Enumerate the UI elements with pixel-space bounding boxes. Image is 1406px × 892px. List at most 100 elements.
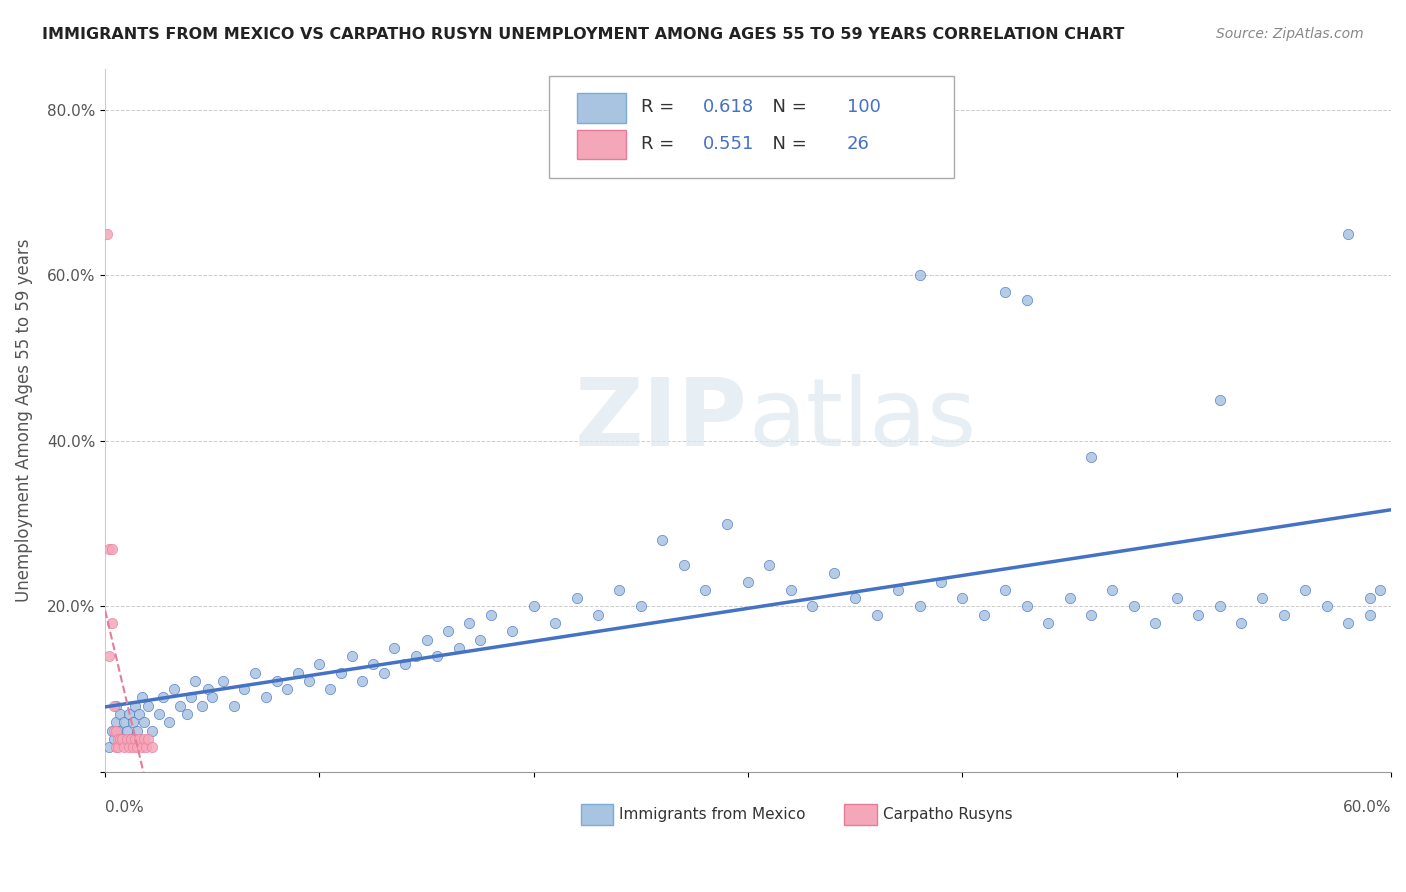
Bar: [576, 129, 626, 160]
Point: [758, 558, 780, 572]
Point: [1015, 293, 1038, 308]
Point: [243, 665, 266, 680]
Point: [96, 227, 118, 241]
Point: [108, 731, 131, 746]
Bar: [576, 93, 626, 123]
Point: [384, 640, 406, 655]
Point: [112, 740, 135, 755]
Point: [100, 541, 122, 556]
Point: [184, 673, 207, 688]
Point: [1015, 599, 1038, 614]
Point: [1251, 591, 1274, 606]
Point: [107, 740, 129, 755]
Text: 26: 26: [846, 136, 870, 153]
Point: [437, 624, 460, 639]
Point: [1080, 450, 1102, 465]
Point: [276, 682, 298, 697]
Point: [112, 715, 135, 730]
Point: [118, 706, 141, 721]
Point: [190, 698, 212, 713]
Point: [152, 690, 174, 705]
Point: [111, 731, 134, 746]
Text: IMMIGRANTS FROM MEXICO VS CARPATHO RUSYN UNEMPLOYMENT AMONG AGES 55 TO 59 YEARS : IMMIGRANTS FROM MEXICO VS CARPATHO RUSYN…: [42, 27, 1125, 42]
Point: [107, 723, 129, 738]
Point: [122, 715, 145, 730]
Point: [586, 607, 609, 622]
Point: [107, 731, 129, 746]
Point: [672, 558, 695, 572]
Point: [98, 541, 121, 556]
Text: 100: 100: [846, 98, 882, 116]
Point: [124, 731, 146, 746]
Point: [148, 706, 170, 721]
Point: [1080, 607, 1102, 622]
Point: [994, 285, 1017, 299]
Text: N =: N =: [761, 136, 813, 153]
Point: [352, 673, 374, 688]
Point: [908, 268, 931, 283]
Point: [426, 649, 449, 664]
Point: [103, 723, 125, 738]
Point: [329, 665, 352, 680]
Text: 0.0%: 0.0%: [105, 800, 143, 815]
Point: [908, 599, 931, 614]
Point: [950, 591, 973, 606]
Point: [695, 582, 717, 597]
Point: [801, 599, 824, 614]
Point: [222, 698, 245, 713]
Point: [298, 673, 321, 688]
Point: [565, 591, 588, 606]
Point: [120, 731, 142, 746]
Point: [157, 715, 180, 730]
Point: [523, 599, 546, 614]
Point: [131, 690, 153, 705]
Text: 60.0%: 60.0%: [1343, 800, 1391, 815]
Text: 0.551: 0.551: [703, 136, 755, 153]
Point: [1059, 591, 1081, 606]
Point: [887, 582, 910, 597]
Point: [1358, 607, 1381, 622]
Point: [651, 533, 673, 548]
Point: [405, 649, 427, 664]
Point: [141, 740, 163, 755]
Point: [1101, 582, 1123, 597]
Point: [266, 673, 288, 688]
Point: [104, 698, 127, 713]
Point: [373, 665, 395, 680]
Point: [1144, 615, 1167, 630]
Point: [115, 731, 138, 746]
Point: [1208, 599, 1230, 614]
Point: [1337, 615, 1360, 630]
Point: [716, 516, 738, 531]
Text: N =: N =: [761, 98, 813, 116]
Y-axis label: Unemployment Among Ages 55 to 59 years: Unemployment Among Ages 55 to 59 years: [15, 238, 32, 602]
Point: [544, 615, 567, 630]
Point: [394, 657, 416, 672]
Point: [108, 706, 131, 721]
Point: [737, 574, 759, 589]
Point: [1208, 392, 1230, 407]
Point: [128, 706, 150, 721]
Point: [100, 615, 122, 630]
Point: [103, 698, 125, 713]
FancyBboxPatch shape: [548, 76, 953, 178]
Point: [132, 731, 155, 746]
Point: [233, 682, 256, 697]
Point: [104, 715, 127, 730]
Point: [1166, 591, 1188, 606]
Point: [128, 731, 150, 746]
Point: [104, 740, 127, 755]
Point: [973, 607, 995, 622]
Point: [124, 698, 146, 713]
Point: [127, 740, 149, 755]
Point: [1230, 615, 1253, 630]
Point: [630, 599, 652, 614]
Point: [823, 566, 845, 581]
Point: [127, 723, 149, 738]
Point: [98, 649, 121, 664]
Text: R =: R =: [641, 136, 681, 153]
Text: Immigrants from Mexico: Immigrants from Mexico: [620, 806, 806, 822]
Point: [1036, 615, 1059, 630]
Text: R =: R =: [641, 98, 681, 116]
Point: [169, 698, 191, 713]
